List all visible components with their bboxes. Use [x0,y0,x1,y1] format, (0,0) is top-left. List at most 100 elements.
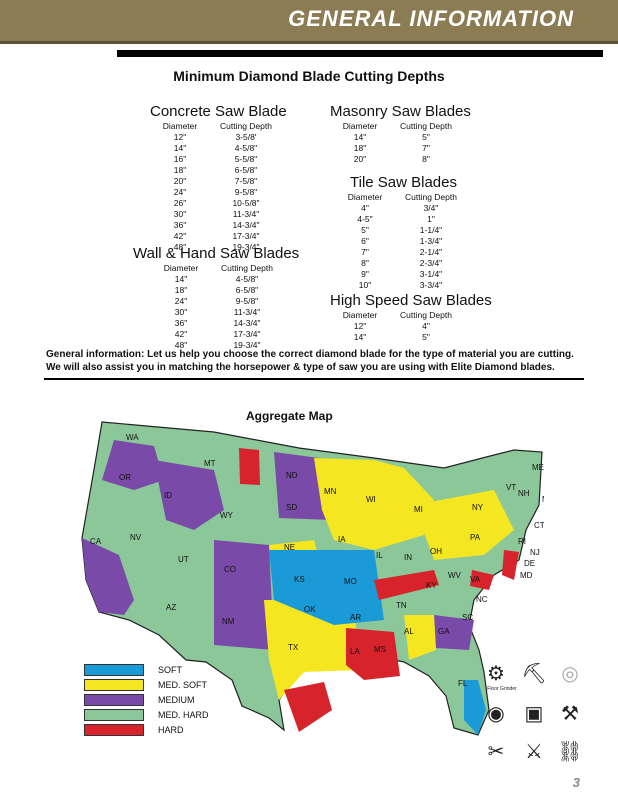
diameter-cell: 42" [173,231,187,241]
top-rule [117,50,603,57]
region-hard-va [470,570,494,590]
page-title: GENERAL INFORMATION [288,6,574,31]
table-row: 16" 5-5/8" [150,154,282,165]
state-label-mt: MT [204,459,216,468]
depth-cell: 4-5/8" [234,143,258,153]
depth-cell: 19-3/4" [233,340,261,350]
region-hard-tx-south [284,682,332,732]
depth-cell: 17-3/4" [232,231,260,241]
depth-cell: 2-1/4" [419,247,443,257]
diameter-cell: 42" [174,329,188,339]
diameter-cell: 4" [361,203,369,213]
diameter-header: Diameter [162,121,198,131]
diameter-cell: 8" [361,258,369,268]
legend-item: SOFT [84,662,209,677]
highspeed-title: High Speed Saw Blades [330,292,492,309]
table-row: 4" 3/4" [335,203,467,214]
legend-label: MED. SOFT [158,679,207,690]
diameter-cell: 36" [174,318,188,328]
region-medsoft-al [404,615,436,660]
depth-cell: 3-1/4" [419,269,443,279]
legend-swatch [84,723,144,736]
depth-cell: 5-5/8" [234,154,258,164]
region-medsoft-north [314,458,434,550]
diameter-cell: 36" [173,220,187,230]
state-label-md: MD [520,571,533,580]
depth-cell: 5" [422,332,430,342]
legend-swatch [84,708,144,721]
table-row: 4-5" 1" [335,214,467,225]
legend-label: MEDIUM [158,694,195,705]
wall-saw-icon: ⚔ [525,741,543,763]
region-medium-ca [82,538,134,615]
depth-cell: 7" [422,143,430,153]
state-label-ky: KY [426,581,437,590]
table-row: 26" 10-5/8" [150,198,282,209]
depth-cell: 9-5/8" [234,187,258,197]
depth-cell: 9-5/8" [235,296,259,306]
masonry-title: Masonry Saw Blades [330,103,471,120]
state-label-wy: WY [220,511,234,520]
masonry-rows: Diameter Cutting Depth 14" 5" 18" 7" 20" 8" [330,121,462,165]
region-medsoft-ne-states [414,490,514,560]
state-label-pa: PA [470,533,481,542]
table-header-row: Diameter Cutting Depth [330,121,462,132]
tile-saw-icon: ▣ [524,703,544,725]
state-label-ne: NE [284,543,295,552]
state-label-tx: TX [288,643,299,652]
diameter-header: Diameter [347,192,383,202]
state-label-de: DE [524,559,535,568]
diameter-cell: 20" [173,176,187,186]
table-row: 20" 7-5/8" [150,176,282,187]
legend-label: SOFT [158,664,182,675]
state-label-vt: VT [506,483,516,492]
depth-cell: 6-5/8" [235,285,259,295]
depth-header: Cutting Depth [405,192,457,202]
table-header-row: Diameter Cutting Depth [150,121,282,132]
diameter-header: Diameter [342,121,378,131]
diameter-cell: 10" [358,280,372,290]
legend-item: HARD [84,722,209,737]
diameter-cell: 6" [361,236,369,246]
diameter-cell: 48" [173,242,187,252]
table-row: 7" 2-1/4" [335,247,467,258]
masonry-table: Masonry Saw Blades Diameter Cutting Depth… [330,103,480,165]
header-underline [0,41,618,44]
concrete-rows: Diameter Cutting Depth 12" 3-5/8' 14" 4-5/8" 1… [150,121,282,253]
depth-cell: 3-3/4" [419,280,443,290]
diameter-cell: 18" [353,143,367,153]
table-row: 36" 14-3/4" [150,220,282,231]
handsaw-icon: ◎ [561,663,579,685]
table-row: 42" 17-3/4" [150,231,282,242]
state-label-ca: CA [90,537,102,546]
diameter-cell: 48" [174,340,188,350]
table-row: 14" 4-5/8" [150,143,282,154]
table-row: 8" 2-3/4" [335,258,467,269]
region-medium-id [154,460,224,530]
info-rule [44,378,584,380]
legend-item: MED. HARD [84,707,209,722]
state-label-nj: NJ [530,548,540,557]
legend-label: HARD [158,724,184,735]
region-medium-wa [102,440,164,490]
table-row: 24" 9-5/8" [150,187,282,198]
table-row: 9" 3-1/4" [335,269,467,280]
state-label-ms: MS [374,645,386,654]
state-label-ri: RI [518,537,526,546]
state-label-id: ID [164,491,172,500]
depth-cell: 7-5/8" [234,176,258,186]
depth-header: Cutting Depth [220,121,272,131]
state-label-in: IN [404,553,412,562]
table-row: 6" 1-3/4" [335,236,467,247]
state-label-il: IL [376,551,383,560]
region-hard-la-ms [346,628,400,680]
diameter-cell: 14" [173,143,187,153]
table-row: 14" 5" [330,332,462,343]
diameter-cell: 9" [361,269,369,279]
table-row: 42" 17-3/4" [151,329,283,340]
depth-cell: 1" [427,214,435,224]
table-row: 5" 1-1/4" [335,225,467,236]
diameter-cell: 14" [353,332,367,342]
state-label-fl: FL [458,679,468,688]
state-label-co: CO [224,565,236,574]
